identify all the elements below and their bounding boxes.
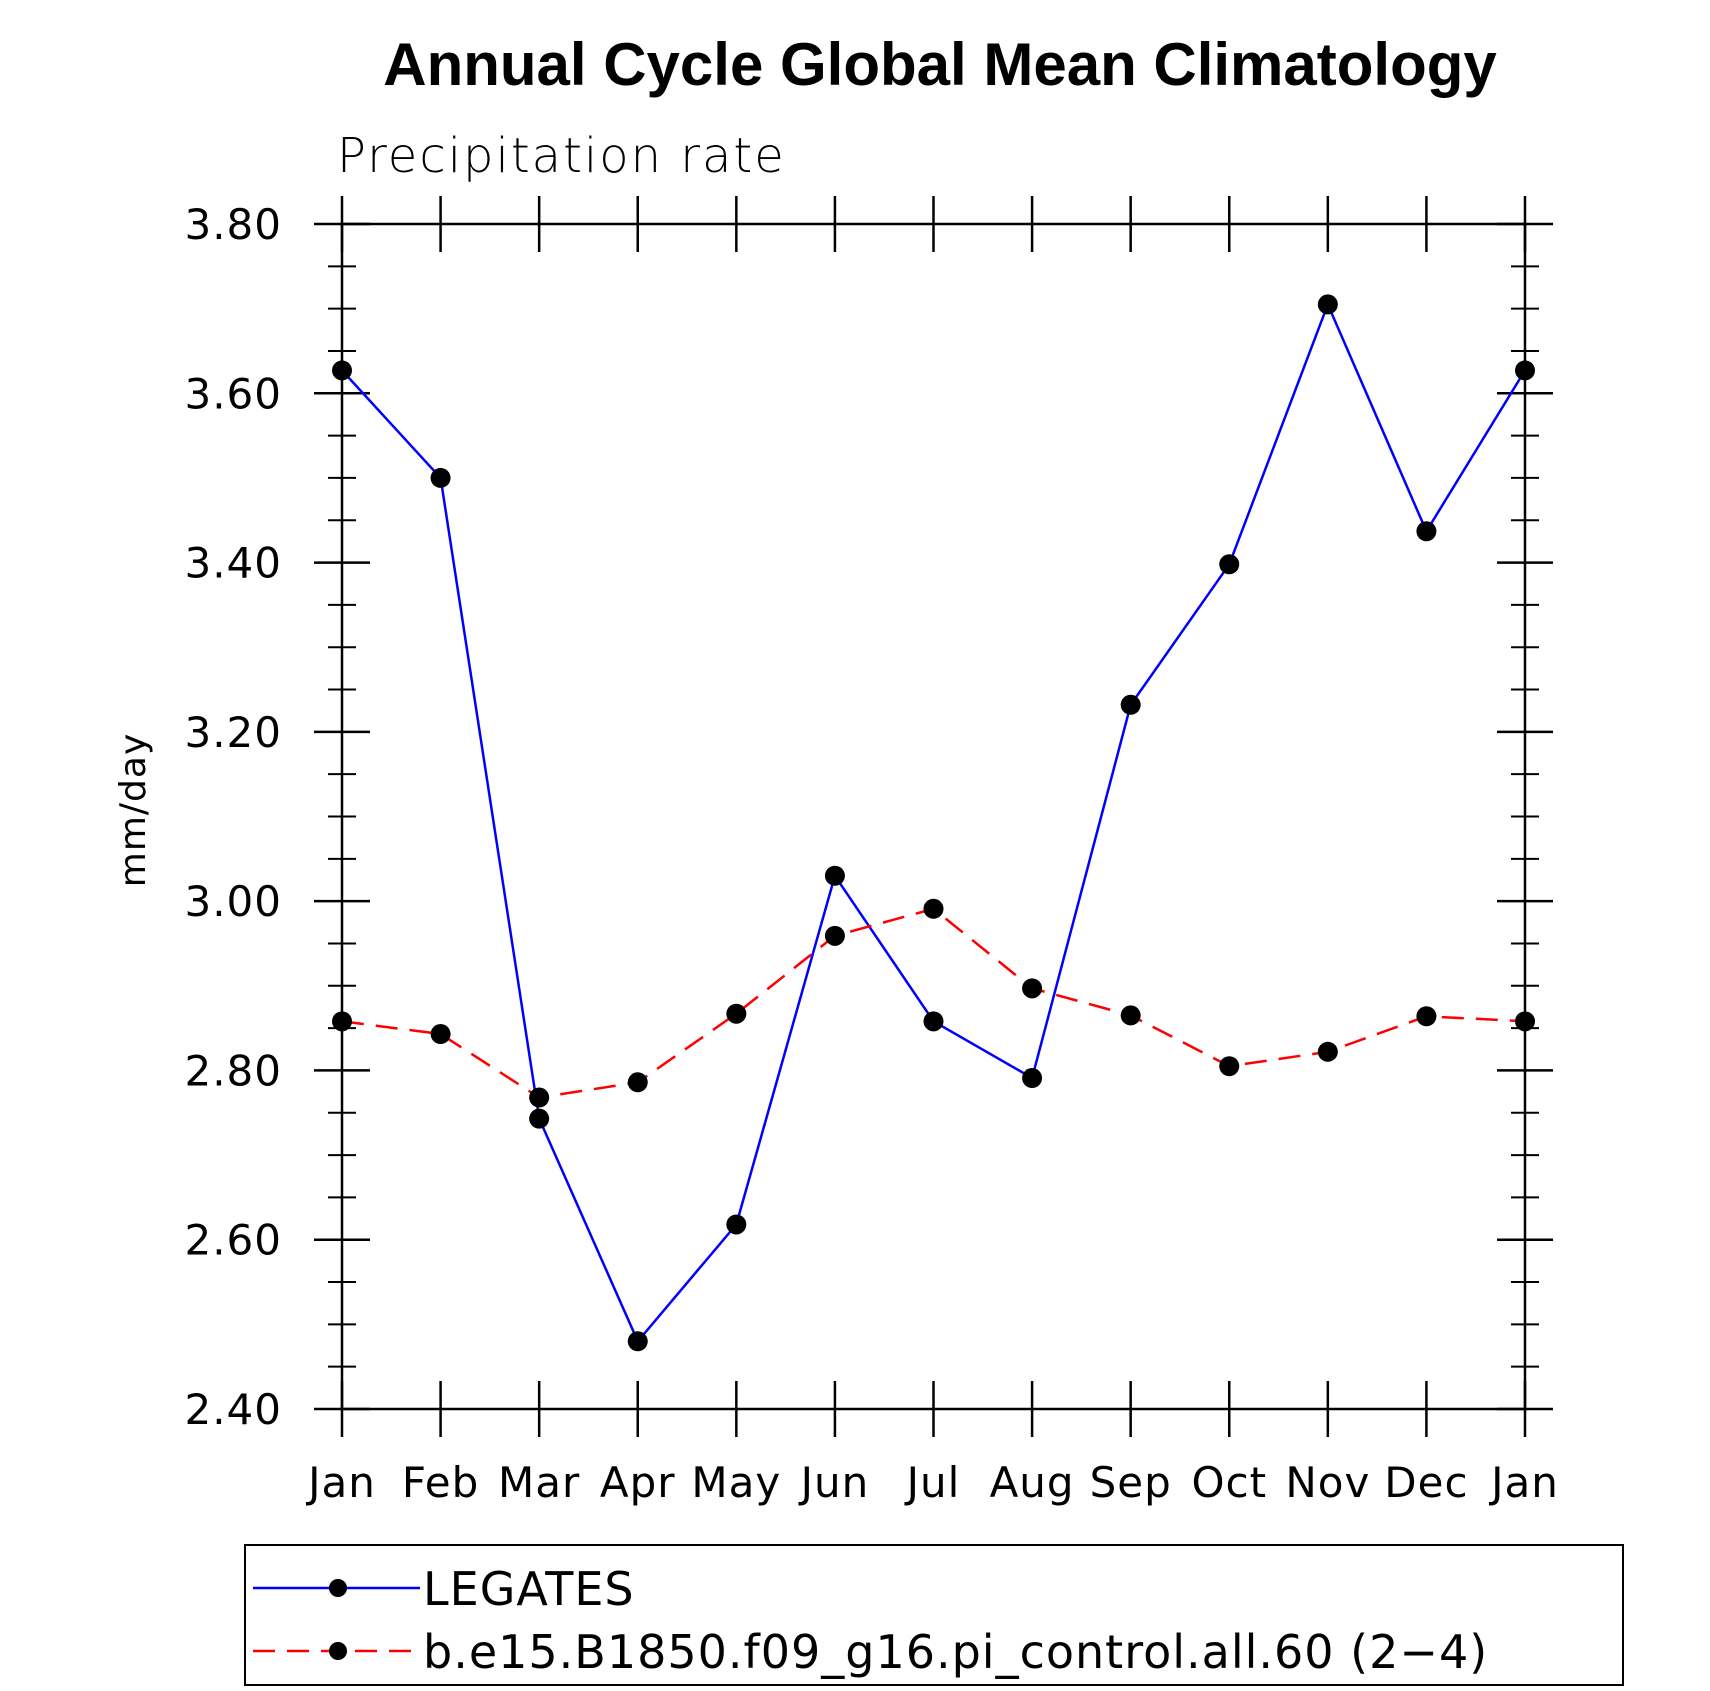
y-tick-label: 3.20 [184, 708, 282, 757]
data-point-model [1022, 978, 1043, 999]
data-point-model [1317, 1041, 1338, 1062]
data-point-model [1416, 1006, 1437, 1027]
x-tick-label: Nov [1285, 1458, 1370, 1507]
x-tick-labels: Jan Feb Mar Apr May Jun Jul Aug Sep Oct Nov Dec Jan [305, 1458, 1559, 1507]
y-tick-label: 3.60 [184, 369, 282, 418]
legend-marker-model [329, 1642, 347, 1660]
data-point-legates [627, 1331, 648, 1352]
legend-frame [244, 1544, 1624, 1686]
x-tick-label: Aug [990, 1458, 1075, 1507]
data-point-model [627, 1072, 648, 1093]
data-point-legates [1416, 521, 1437, 542]
x-tick-label: Feb [402, 1458, 479, 1507]
data-point-model [923, 898, 944, 919]
legend: LEGATES b.e15.B1850.f09_g16.pi_control.a… [244, 1544, 1624, 1686]
series-layer [332, 294, 1535, 1352]
data-point-model [1515, 1011, 1535, 1032]
data-point-model [726, 1003, 747, 1024]
axis-ticks [314, 196, 1553, 1437]
x-tick-label: Oct [1191, 1458, 1267, 1507]
data-point-model [332, 1011, 352, 1032]
x-tick-label: Sep [1090, 1458, 1172, 1507]
y-tick-label: 2.60 [184, 1216, 282, 1265]
data-point-model [1219, 1056, 1240, 1077]
y-axis-label: mm/day [113, 733, 154, 887]
legend-label-legates: LEGATES [423, 1562, 635, 1616]
legend-marker-legates [329, 1579, 347, 1597]
x-tick-label: Dec [1384, 1458, 1468, 1507]
data-point-model [430, 1024, 451, 1045]
data-point-legates [726, 1214, 747, 1235]
y-tick-label: 2.80 [184, 1046, 282, 1095]
plot-frame [340, 222, 1527, 1411]
y-tick-label: 3.40 [184, 539, 282, 588]
y-tick-label: 3.00 [184, 877, 282, 926]
data-point-legates [1515, 360, 1535, 381]
data-point-legates [1120, 694, 1141, 715]
x-tick-label: Jan [305, 1458, 376, 1507]
chart-title: Annual Cycle Global Mean Climatology [383, 31, 1497, 98]
legend-label-model: b.e15.B1850.f09_g16.pi_control.all.60 (2… [423, 1625, 1488, 1679]
data-point-legates [332, 360, 352, 381]
x-tick-label: Apr [600, 1458, 676, 1507]
data-point-legates [1317, 294, 1338, 315]
data-point-legates [1022, 1068, 1043, 1089]
data-point-legates [430, 467, 451, 488]
data-point-model [824, 925, 845, 946]
x-tick-label: May [691, 1458, 781, 1507]
x-tick-label: Jul [904, 1458, 961, 1507]
chart-subtitle: Precipitation rate [337, 128, 786, 184]
data-point-legates [824, 865, 845, 886]
x-tick-label: Jun [798, 1458, 870, 1507]
data-point-model [1120, 1005, 1141, 1026]
x-tick-label: Mar [498, 1458, 580, 1507]
x-tick-label: Jan [1488, 1458, 1559, 1507]
y-tick-label: 2.40 [184, 1385, 282, 1434]
data-point-model [529, 1087, 550, 1108]
y-tick-labels: 2.40 2.60 2.80 3.00 3.20 3.40 3.60 3.80 [184, 200, 282, 1434]
data-point-legates [923, 1011, 944, 1032]
y-tick-label: 3.80 [184, 200, 282, 249]
data-point-legates [1219, 554, 1240, 575]
data-point-legates [529, 1108, 550, 1129]
series-line-model [341, 907, 1526, 1099]
series-line-legates [341, 301, 1527, 1344]
